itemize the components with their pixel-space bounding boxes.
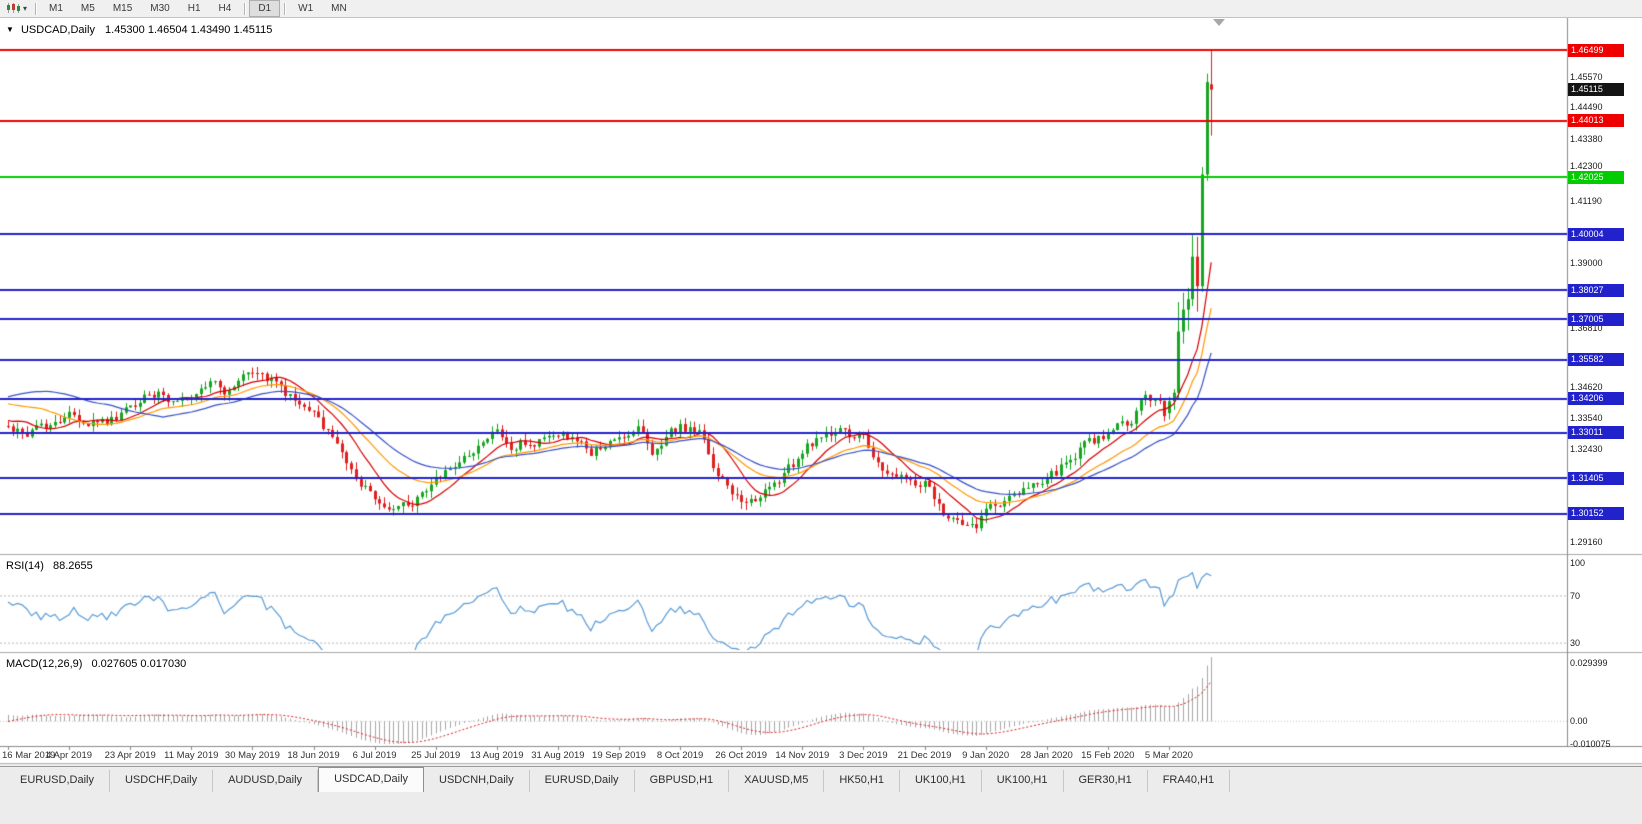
timeframe-button-h4[interactable]: H4 (218, 3, 232, 14)
chart-tab-uk100-h1[interactable]: UK100,H1 (982, 770, 1064, 792)
timeframe-button-m5[interactable]: M5 (80, 3, 95, 14)
timeframe-button-h1[interactable]: H1 (187, 3, 201, 14)
chart-type-icon[interactable] (6, 3, 20, 14)
timeframe-button-m15[interactable]: M15 (112, 3, 133, 14)
chart-tab-usdcad-daily[interactable]: USDCAD,Daily (318, 767, 425, 792)
chart-tab-gbpusd-h1[interactable]: GBPUSD,H1 (635, 770, 730, 792)
toolbar-separator (284, 2, 286, 15)
chart-tab-audusd-daily[interactable]: AUDUSD,Daily (213, 770, 319, 792)
timeframe-button-m1[interactable]: M1 (49, 3, 63, 14)
chart-tab-fra40-h1[interactable]: FRA40,H1 (1148, 770, 1231, 792)
timeframe-button-d1[interactable]: D1 (249, 0, 281, 17)
chart-tab-ger30-h1[interactable]: GER30,H1 (1064, 770, 1148, 792)
chart-tab-eurusd-daily[interactable]: EURUSD,Daily (530, 770, 635, 792)
chart-tab-eurusd-daily[interactable]: EURUSD,Daily (5, 770, 110, 792)
chart-tab-xauusd-m5[interactable]: XAUUSD,M5 (729, 770, 825, 792)
toolbar-separator (35, 2, 37, 15)
timeframe-button-m30[interactable]: M30 (150, 3, 170, 14)
chart-tab-usdchf-daily[interactable]: USDCHF,Daily (110, 770, 214, 792)
chart-tab-uk100-h1[interactable]: UK100,H1 (900, 770, 982, 792)
timeframe-button-mn[interactable]: MN (331, 3, 347, 14)
chart-tab-usdcnh-daily[interactable]: USDCNH,Daily (424, 770, 530, 792)
chevron-down-icon[interactable]: ▾ (23, 4, 28, 13)
chart-tabs-bar: EURUSD,Daily USDCHF,Daily AUDUSD,Daily USDC… (0, 766, 1642, 792)
toolbar-separator (244, 2, 246, 15)
timeframe-button-w1[interactable]: W1 (298, 3, 314, 14)
chart-tab-hk50-h1[interactable]: HK50,H1 (824, 770, 900, 792)
timeframe-toolbar: ▾ M1 M5 M15 M30 H1 H4 D1 W1 MN (0, 0, 1642, 18)
